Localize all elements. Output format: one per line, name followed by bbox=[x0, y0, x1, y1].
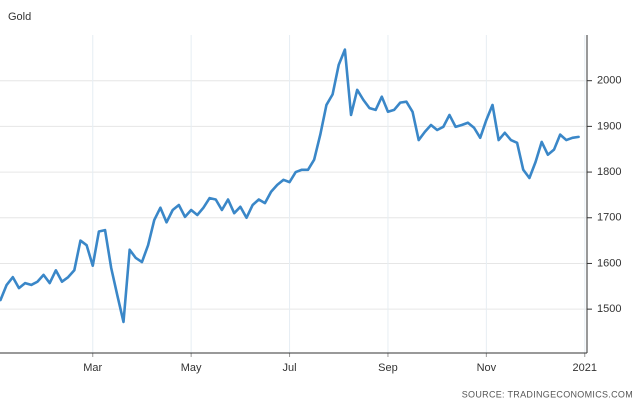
x-tick-label: May bbox=[181, 362, 202, 374]
y-tick-label: 1900 bbox=[597, 120, 621, 132]
x-tick-label: Mar bbox=[83, 362, 102, 374]
y-tick-label: 1700 bbox=[597, 212, 621, 224]
x-tick-label: Sep bbox=[378, 362, 398, 374]
chart-title: Gold bbox=[8, 11, 31, 23]
x-tick-label: Jul bbox=[283, 362, 297, 374]
y-tick-label: 2000 bbox=[597, 75, 621, 87]
y-tick-label: 1600 bbox=[597, 257, 621, 269]
source-note: SOURCE: TRADINGECONOMICS.COM bbox=[462, 389, 633, 399]
x-tick-label: 2021 bbox=[573, 362, 597, 374]
y-tick-label: 1500 bbox=[597, 303, 621, 315]
x-tick-label: Nov bbox=[477, 362, 497, 374]
y-tick-label: 1800 bbox=[597, 166, 621, 178]
price-line bbox=[0, 48, 580, 324]
